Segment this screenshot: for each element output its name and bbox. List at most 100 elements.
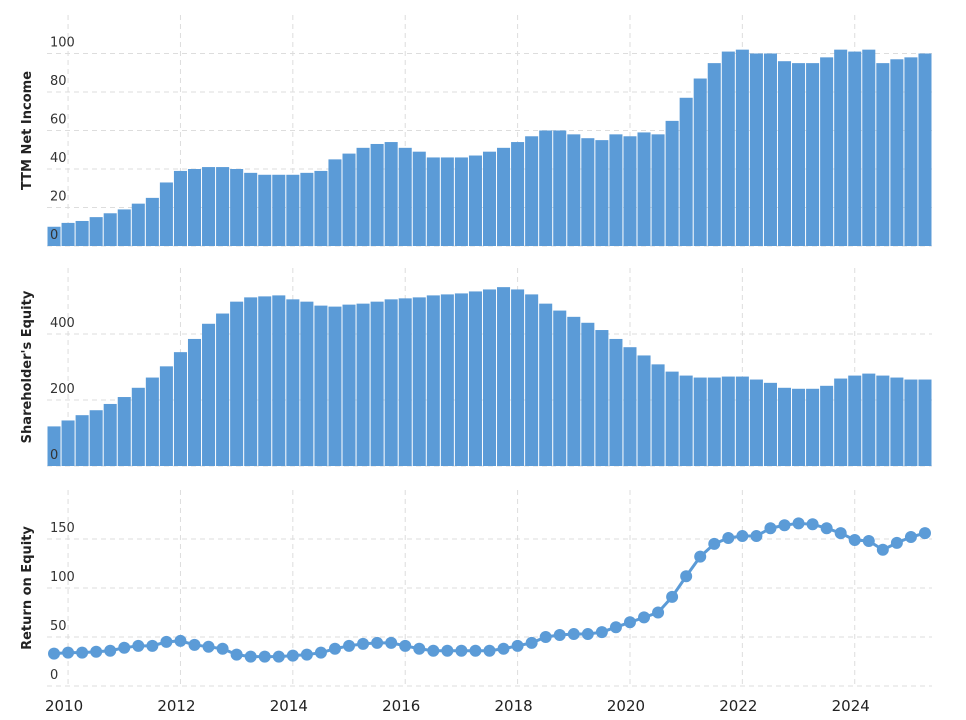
bar xyxy=(384,142,398,246)
point xyxy=(385,636,398,649)
bar xyxy=(834,378,848,466)
point xyxy=(300,648,313,661)
bar xyxy=(384,299,398,466)
bar xyxy=(202,323,216,466)
bar xyxy=(904,57,918,246)
bar xyxy=(328,159,342,246)
point xyxy=(820,522,833,535)
bar xyxy=(202,167,216,246)
point xyxy=(862,534,875,547)
bar xyxy=(848,51,862,247)
bar xyxy=(497,147,511,246)
point xyxy=(553,629,566,642)
point xyxy=(314,646,327,659)
y-tick-label: 0 xyxy=(50,668,58,683)
bar xyxy=(735,376,749,466)
bar xyxy=(581,138,595,246)
bar xyxy=(511,289,525,466)
point xyxy=(581,628,594,641)
bar xyxy=(567,316,581,466)
point xyxy=(48,647,61,660)
bar xyxy=(918,53,932,246)
bar xyxy=(244,172,258,246)
bar xyxy=(721,376,735,466)
x-tick-label: 2018 xyxy=(495,697,533,715)
bar xyxy=(216,167,230,246)
y-axis-label: Shareholder's Equity xyxy=(20,290,35,443)
bar xyxy=(820,57,834,246)
point xyxy=(399,639,412,652)
point xyxy=(244,650,257,663)
bar xyxy=(876,63,890,246)
point xyxy=(918,527,931,540)
y-tick-label: 400 xyxy=(50,316,75,331)
bar xyxy=(525,294,539,466)
bar xyxy=(679,97,693,247)
bar xyxy=(342,304,356,466)
bar xyxy=(792,63,806,246)
point xyxy=(694,550,707,563)
bar xyxy=(286,299,300,466)
y-tick-label: 150 xyxy=(50,521,75,536)
y-tick-label: 100 xyxy=(50,36,75,51)
bar xyxy=(806,388,820,466)
y-tick-label: 200 xyxy=(50,382,75,397)
point xyxy=(623,616,636,629)
point xyxy=(455,644,468,657)
bar xyxy=(230,169,244,246)
bar xyxy=(890,377,904,466)
bar xyxy=(623,136,637,246)
bar xyxy=(258,174,272,246)
bar xyxy=(145,377,159,466)
bar xyxy=(792,388,806,466)
bar xyxy=(47,426,61,466)
point xyxy=(76,646,89,659)
point xyxy=(834,527,847,540)
bar xyxy=(131,203,145,246)
point xyxy=(792,517,805,530)
bar xyxy=(75,220,89,246)
point xyxy=(371,636,384,649)
bar xyxy=(342,153,356,246)
point xyxy=(441,644,454,657)
bar xyxy=(61,420,75,466)
point xyxy=(525,636,538,649)
bar xyxy=(75,415,89,466)
bar xyxy=(623,347,637,466)
bar xyxy=(89,217,103,246)
point xyxy=(160,635,173,648)
bar xyxy=(721,51,735,247)
point xyxy=(258,650,271,663)
bar xyxy=(820,385,834,466)
bar xyxy=(890,59,904,247)
point xyxy=(202,640,215,653)
bar xyxy=(412,151,426,246)
bar xyxy=(370,301,384,466)
point xyxy=(469,644,482,657)
y-axis-label: Return on Equity xyxy=(20,526,35,650)
bar xyxy=(679,375,693,466)
bar xyxy=(777,61,792,247)
bar xyxy=(525,136,539,246)
y-tick-label: 50 xyxy=(50,619,67,634)
x-tick-label: 2024 xyxy=(832,697,870,715)
bar xyxy=(735,49,749,247)
bar xyxy=(61,222,75,246)
bar xyxy=(370,143,384,246)
bar xyxy=(651,364,665,466)
bar xyxy=(707,377,721,466)
bar xyxy=(693,78,707,247)
point xyxy=(90,645,103,658)
point xyxy=(890,536,903,549)
point xyxy=(638,611,651,624)
bar xyxy=(328,306,342,466)
bar xyxy=(777,387,792,466)
bar xyxy=(103,403,117,466)
point xyxy=(483,644,496,657)
bar xyxy=(468,291,482,466)
bar xyxy=(581,322,595,466)
point xyxy=(750,530,763,543)
bar xyxy=(595,330,609,466)
bar xyxy=(314,170,328,246)
bar xyxy=(553,130,567,246)
